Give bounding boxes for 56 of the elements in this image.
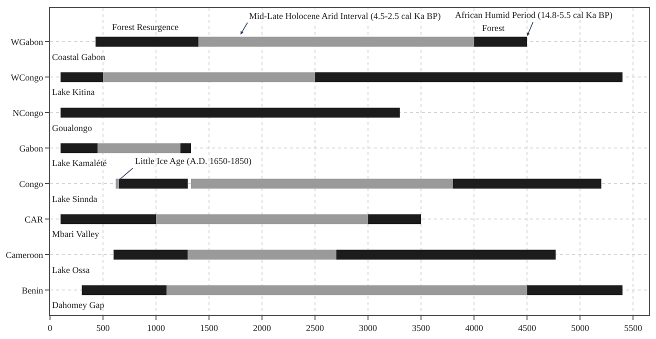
bar [60,72,104,82]
x-tick-label: 1500 [200,322,219,333]
y-tick-label: Congo [19,178,44,189]
y-tick-label: Benin [22,285,44,296]
y-tick-label: WGabon [10,36,44,47]
bar [82,285,167,296]
bar [452,178,602,189]
bar [180,143,191,154]
annotation: Lake Kitina [52,87,95,97]
bar [116,178,119,189]
bar [114,250,188,260]
annotation: Lake Ossa [52,265,90,275]
annotation: Dahomey Gap [52,300,105,310]
annotation: Forest Resurgence [112,22,179,32]
bar [527,285,622,296]
annotation: Little Ice Age (A.D. 1650-1850) [135,156,252,166]
annotation: Mid-Late Holocene Arid Interval (4.5-2.5 cal Ka BP) [249,11,441,21]
y-tick-label: Cameroon [6,250,44,260]
bar [96,36,198,47]
annotation: African Humid Period (14.8-5.5 cal Ka BP) [455,10,612,20]
x-tick-label: 5000 [571,322,590,333]
x-tick-label: 500 [96,322,110,333]
annotation: Mbari Valley [52,229,100,239]
x-tick-label: 2500 [306,322,325,333]
bar [188,250,336,260]
annotation: Goualongo [52,123,92,133]
bar [60,214,156,224]
x-tick-label: 5500 [624,322,643,333]
y-tick-label: Gabon [19,143,44,154]
bar [336,250,556,260]
bar [198,36,474,47]
annotation: Lake Sinnda [52,194,98,204]
bar [474,36,528,47]
annotation: Forest [482,23,505,33]
annotation: Lake Kamalété [52,158,107,168]
bar [315,72,622,82]
x-tick-label: 2000 [253,322,272,333]
x-tick-label: 1000 [147,322,166,333]
bar [60,108,400,118]
x-tick-label: 4500 [518,322,537,333]
bar [60,143,98,154]
y-tick-label: NCongo [12,108,44,118]
bar [118,178,188,189]
y-tick-label: CAR [24,214,44,224]
bar [98,143,180,154]
bar [191,178,453,189]
x-tick-label: 0 [48,322,53,333]
bar [156,214,368,224]
x-tick-label: 4000 [465,322,484,333]
x-tick-label: 3000 [359,322,378,333]
x-tick-label: 3500 [412,322,431,333]
bar [368,214,422,224]
bar [103,72,316,82]
y-tick-label: WCongo [10,72,44,82]
annotation: Coastal Gabon [52,52,106,62]
bar [166,285,528,296]
